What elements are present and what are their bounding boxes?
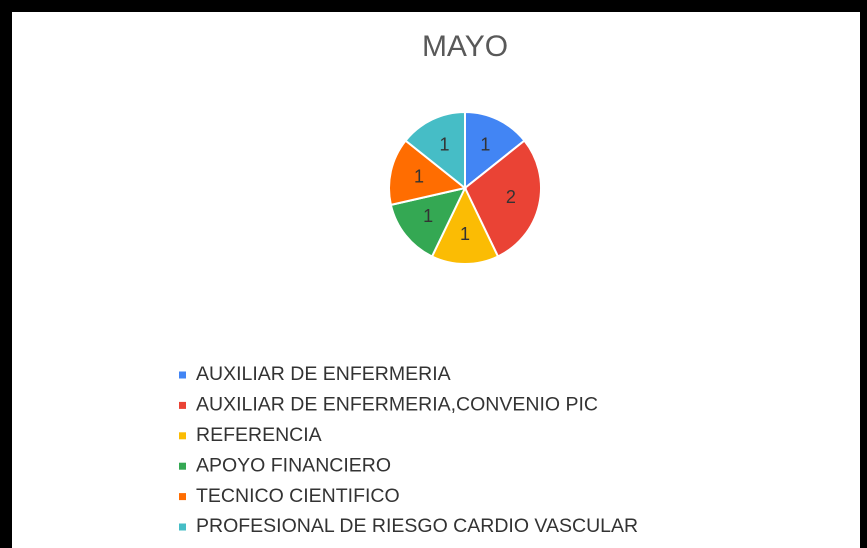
data-label: 1 [414,166,424,186]
chart-background [12,12,860,548]
legend-swatch [179,371,186,379]
legend-swatch [179,462,186,470]
legend-label: APOYO FINANCIERO [196,454,391,476]
data-label: 1 [440,134,450,154]
legend-label: REFERENCIA [196,424,322,446]
data-label: 1 [460,224,470,244]
data-label: 1 [423,206,433,226]
legend-swatch [179,523,186,531]
pie-slice [404,110,466,191]
legend-label: PROFESIONAL DE RIESGO CARDIO VASCULAR [196,515,638,537]
pie-slice [464,110,526,191]
legend-swatch [179,432,186,440]
data-label: 1 [480,134,490,154]
legend-swatch [179,493,186,501]
pie-slice [430,185,500,265]
legend-label: AUXILIAR DE ENFERMERIA [196,363,451,385]
legend-label: AUXILIAR DE ENFERMERIA,CONVENIO PIC [196,394,598,416]
pie-slice [463,139,542,258]
legend-swatch [179,401,186,409]
data-label: 2 [506,187,516,207]
pie-slice [389,186,467,258]
legend-label: TECNICO CIENTIFICO [196,485,400,507]
pie-slice [388,139,468,207]
chart-title: MAYO [422,30,508,63]
